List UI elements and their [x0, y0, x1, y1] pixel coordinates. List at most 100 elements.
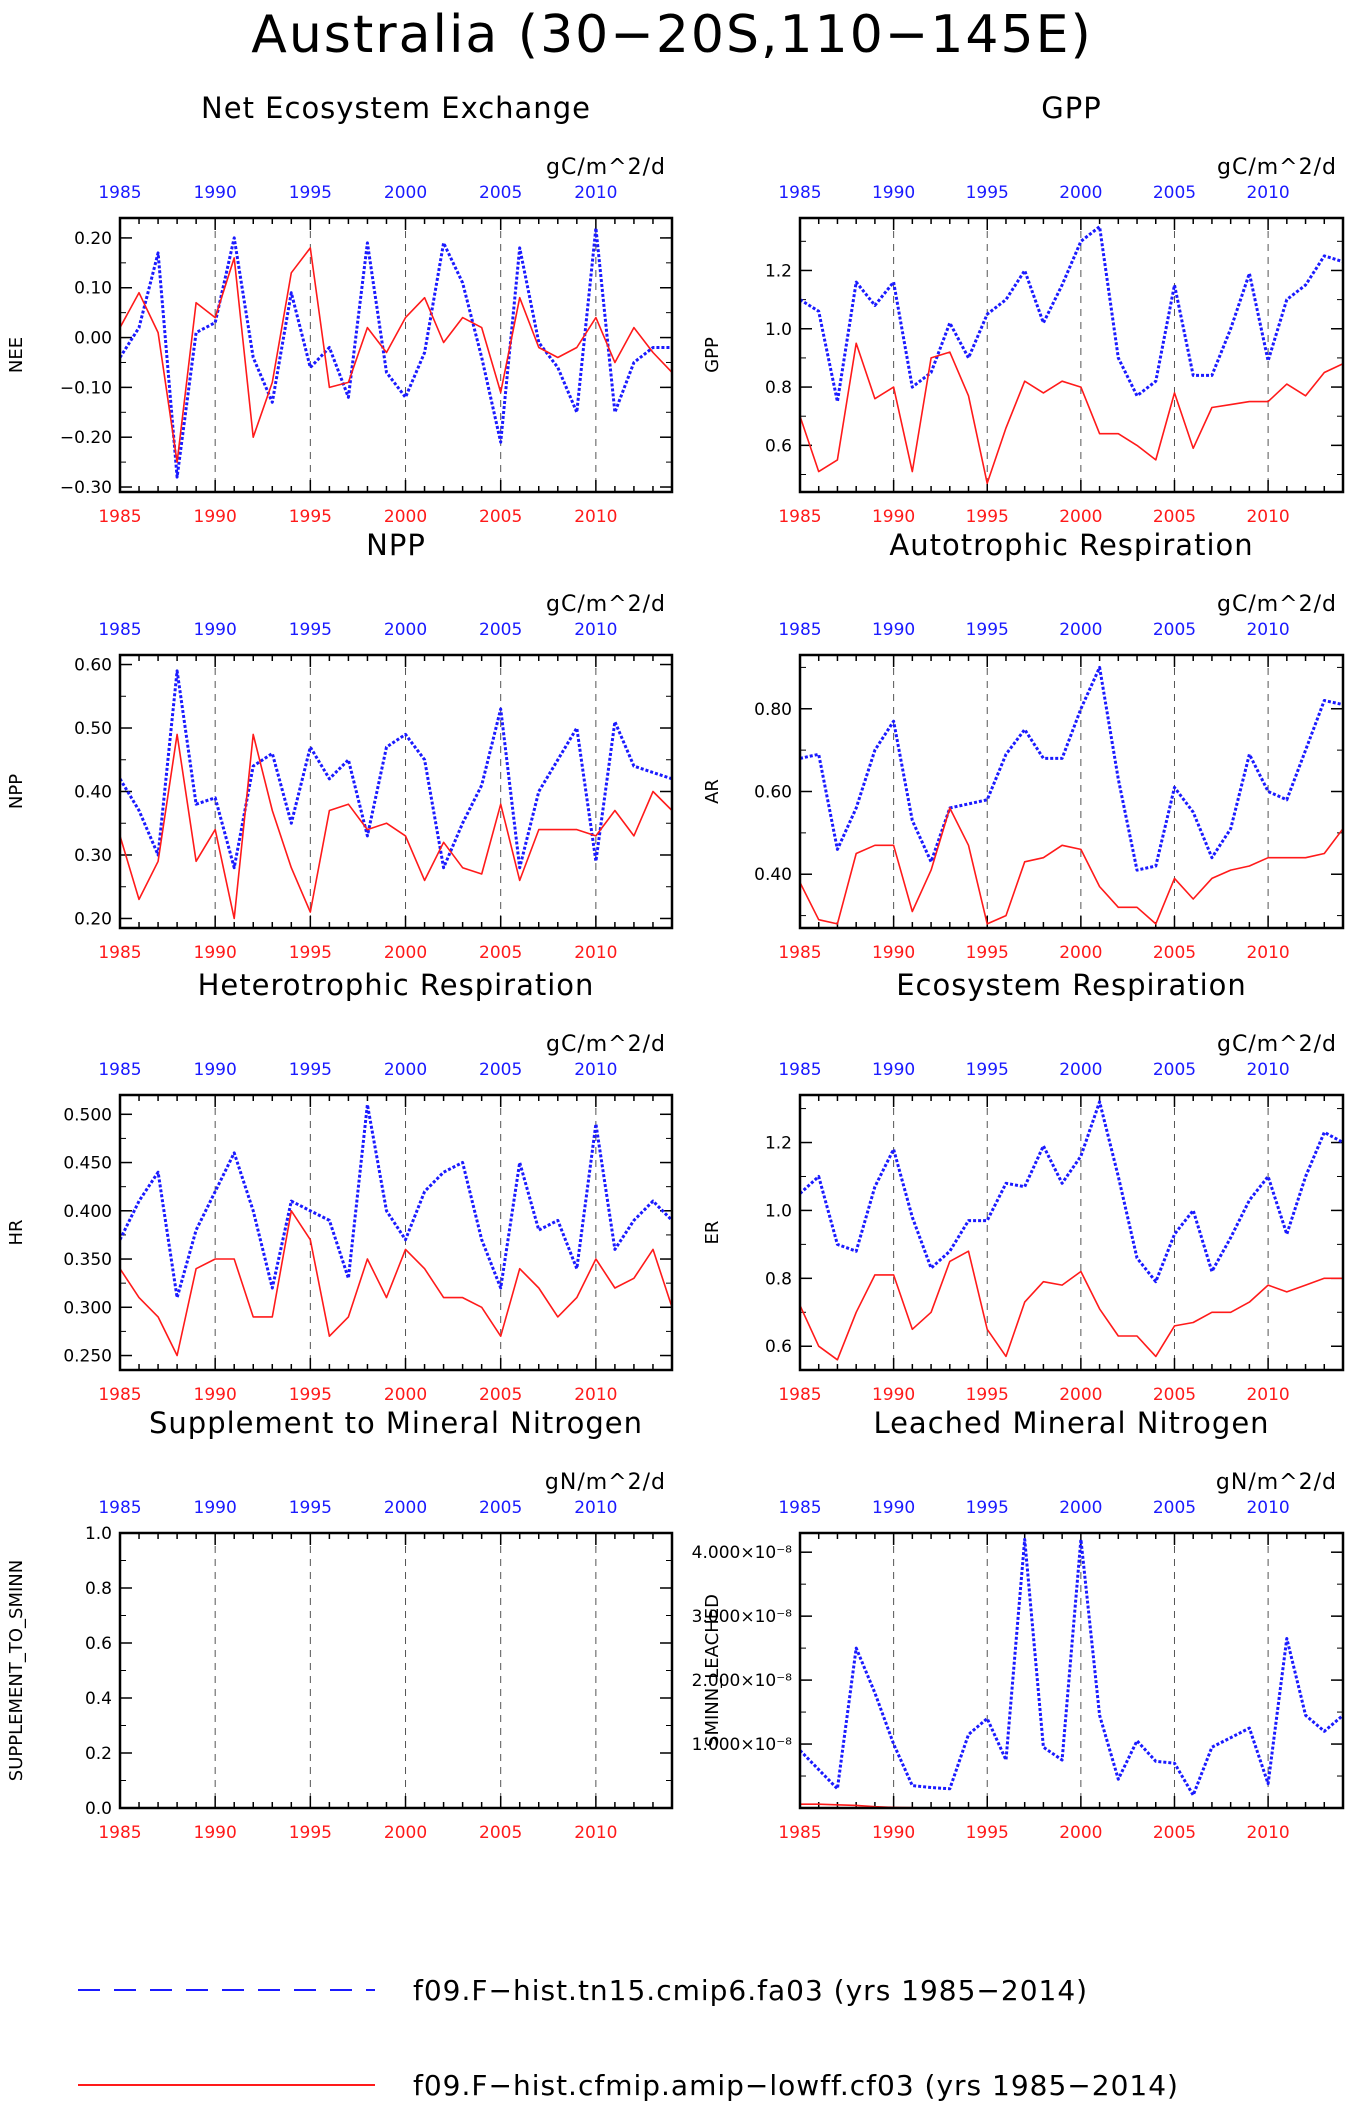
- x-tick-label-top: 1985: [98, 1060, 141, 1080]
- series-line-blue: [120, 1103, 672, 1300]
- units-label: gC/m^2/d: [546, 155, 666, 180]
- y-tick-label: 0.0: [85, 1799, 112, 1819]
- x-tick-label-bottom: 1985: [778, 943, 821, 963]
- x-tick-label-top: 2000: [1059, 1498, 1102, 1518]
- y-axis-label: SMINN_LEACHED: [702, 1594, 723, 1747]
- x-tick-label-top: 2010: [574, 620, 617, 640]
- x-tick-label-bottom: 1995: [289, 943, 332, 963]
- series-line-red: [120, 247, 672, 463]
- y-tick-label: 0.250: [63, 1347, 112, 1367]
- y-tick-label: −0.30: [60, 478, 112, 498]
- y-tick-label: 0.80: [754, 700, 792, 720]
- x-tick-label-bottom: 2000: [1059, 943, 1102, 963]
- y-tick-label: 0.8: [765, 1269, 792, 1289]
- x-tick-label-top: 1985: [778, 620, 821, 640]
- y-tick-label: 0.20: [74, 229, 112, 249]
- x-tick-label-top: 1995: [966, 1498, 1009, 1518]
- y-axis-label: NPP: [6, 774, 27, 809]
- y-tick-label: 0.00: [74, 329, 112, 349]
- y-axis-label: ER: [702, 1221, 723, 1245]
- series-line-blue: [800, 225, 1343, 404]
- units-label: gN/m^2/d: [545, 1470, 666, 1495]
- x-tick-label-top: 1995: [966, 1060, 1009, 1080]
- y-axis-label: GPP: [702, 337, 723, 373]
- series-line-blue: [120, 226, 672, 479]
- y-tick-label: 0.4: [85, 1689, 112, 1709]
- x-tick-label-top: 1995: [966, 620, 1009, 640]
- y-tick-label: 0.300: [63, 1298, 112, 1318]
- panel-6: Supplement to Mineral Nitrogen gN/m^2/d 19…: [6, 1406, 674, 1843]
- x-tick-label-top: 2000: [384, 1498, 427, 1518]
- x-tick-label-bottom: 2005: [479, 943, 522, 963]
- y-tick-label: 0.60: [74, 656, 112, 676]
- x-tick-label-bottom: 1990: [194, 1823, 237, 1843]
- series-line-blue: [800, 1537, 1343, 1797]
- panel-title: Ecosystem Respiration: [896, 968, 1247, 1002]
- plot-frame: [118, 1531, 674, 1810]
- x-tick-label-top: 2010: [1246, 1060, 1289, 1080]
- x-tick-label-top: 2010: [574, 1060, 617, 1080]
- series-group: [120, 226, 672, 479]
- y-tick-label: 2.000×10⁻⁸: [692, 1671, 793, 1691]
- x-tick-label-top: 1990: [872, 1060, 915, 1080]
- x-tick-label-top: 2005: [1153, 1498, 1196, 1518]
- panel-4: Heterotrophic Respiration gC/m^2/d 1985 198…: [6, 968, 674, 1405]
- panel-0: Net Ecosystem Exchange gC/m^2/d 1985 1985 19…: [6, 91, 674, 527]
- legend-label-blue: f09.F−hist.tn15.cmip6.fa03 (yrs 1985−201…: [413, 1974, 1088, 2007]
- figure-title: Australia (30−20S,110−145E): [251, 5, 1093, 65]
- x-tick-label-top: 2010: [1246, 183, 1289, 203]
- x-tick-label-bottom: 2005: [479, 1823, 522, 1843]
- series-group: [120, 1103, 672, 1357]
- panel-5: Ecosystem Respiration gC/m^2/d 1985 1985 199…: [702, 968, 1345, 1405]
- x-tick-label-bottom: 2005: [1153, 943, 1196, 963]
- series-line-blue: [120, 669, 672, 870]
- y-tick-label: 0.6: [765, 1337, 792, 1357]
- x-tick-label-bottom: 1985: [778, 1823, 821, 1843]
- y-tick-label: 3.000×10⁻⁸: [692, 1607, 793, 1627]
- x-tick-label-top: 1990: [194, 620, 237, 640]
- y-tick-label: 0.500: [63, 1105, 112, 1125]
- y-axis-label: HR: [6, 1219, 27, 1245]
- panel-1: GPP gC/m^2/d 1985 1985 1990 1990 1995 1995 2000 2…: [702, 91, 1345, 527]
- x-tick-label-top: 1990: [194, 183, 237, 203]
- plot-frame: [798, 1531, 1345, 1810]
- panel-3: Autotrophic Respiration gC/m^2/d 1985 1985 1…: [702, 528, 1345, 963]
- x-tick-label-top: 2005: [1153, 1060, 1196, 1080]
- x-tick-label-top: 2005: [479, 1060, 522, 1080]
- x-tick-label-top: 2010: [574, 183, 617, 203]
- series-line-red: [800, 342, 1343, 485]
- panels: Net Ecosystem Exchange gC/m^2/d 1985 1985 19…: [6, 91, 1345, 1843]
- x-tick-label-top: 2010: [1246, 1498, 1289, 1518]
- x-tick-label-top: 2000: [384, 620, 427, 640]
- x-tick-label-bottom: 1990: [194, 507, 237, 527]
- y-tick-label: 0.450: [63, 1154, 112, 1174]
- x-tick-label-bottom: 1995: [966, 1823, 1009, 1843]
- x-tick-label-top: 2005: [479, 1498, 522, 1518]
- y-tick-label: 0.6: [765, 436, 792, 456]
- y-axis-label: SUPPLEMENT_TO_SMINN: [6, 1560, 27, 1781]
- series-line-blue: [800, 1100, 1343, 1284]
- x-tick-label-bottom: 1995: [966, 507, 1009, 527]
- x-tick-label-top: 1985: [778, 183, 821, 203]
- x-tick-label-bottom: 2000: [1059, 507, 1102, 527]
- panel-title: Supplement to Mineral Nitrogen: [149, 1406, 643, 1440]
- x-tick-label-top: 1985: [778, 1060, 821, 1080]
- x-tick-label-bottom: 2000: [1059, 1385, 1102, 1405]
- x-tick-label-bottom: 2000: [384, 507, 427, 527]
- x-tick-label-bottom: 1990: [872, 1385, 915, 1405]
- series-line-red: [120, 1210, 672, 1357]
- x-tick-label-bottom: 1995: [289, 1823, 332, 1843]
- x-tick-label-bottom: 1985: [778, 507, 821, 527]
- y-tick-label: 1.0: [85, 1524, 112, 1544]
- plot-frame: [798, 653, 1345, 930]
- x-tick-label-bottom: 2010: [574, 943, 617, 963]
- series-line-red: [120, 733, 672, 920]
- x-tick-label-top: 2000: [1059, 183, 1102, 203]
- legend: f09.F−hist.tn15.cmip6.fa03 (yrs 1985−201…: [78, 1974, 1178, 2102]
- panel-title: NPP: [366, 528, 426, 562]
- x-tick-label-top: 2005: [479, 620, 522, 640]
- x-tick-label-top: 2000: [384, 183, 427, 203]
- y-tick-label: 0.6: [85, 1634, 112, 1654]
- y-tick-label: −0.20: [60, 428, 112, 448]
